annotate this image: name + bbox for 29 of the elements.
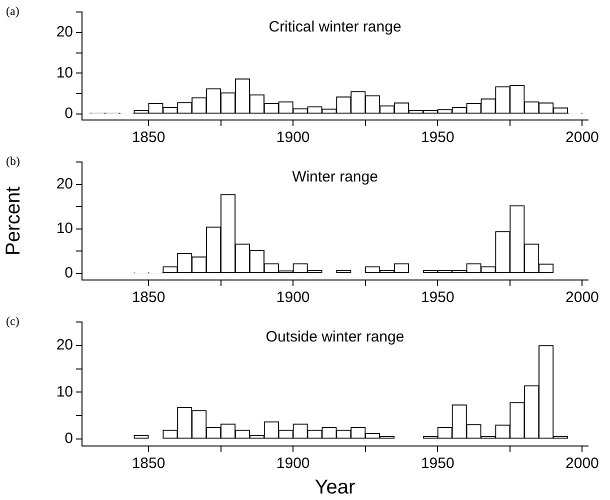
x-tick-label: 1850 [132, 129, 166, 146]
y-tick-label: 10 [56, 220, 73, 237]
x-tick-label: 2000 [566, 455, 599, 472]
y-axis-title: Percent [2, 186, 25, 256]
y-tick-label: 0 [64, 105, 73, 122]
text: Outside winter range [266, 328, 404, 346]
x-tick-label: 1900 [276, 289, 310, 306]
text: Critical winter range [268, 18, 402, 36]
text: (c) [6, 314, 20, 328]
x-tick-label: 1850 [132, 455, 166, 472]
chart-title: Winter range [292, 168, 378, 186]
x-tick-label: 1850 [132, 289, 166, 306]
y-tick-label: 10 [56, 383, 73, 400]
x-axis-title: Year [314, 476, 356, 499]
y-tick-label: 0 [64, 430, 73, 448]
x-tick-label: 2000 [566, 129, 599, 146]
x-tick-label: 2000 [566, 289, 599, 306]
x-tick-label: 1950 [420, 289, 454, 306]
y-tick-label: 0 [64, 264, 73, 282]
x-tick-label: 1950 [420, 455, 454, 472]
x-tick-label: 1900 [276, 455, 310, 472]
text: (b) [6, 154, 20, 168]
x-tick-label: 1950 [420, 129, 454, 146]
y-tick-label: 20 [56, 175, 73, 192]
y-tick-label: 10 [56, 64, 73, 82]
x-tick-label: 1900 [276, 129, 310, 146]
y-tick-label: 20 [56, 336, 73, 354]
y-tick-label: 20 [56, 24, 73, 41]
text: (a) [6, 4, 20, 18]
